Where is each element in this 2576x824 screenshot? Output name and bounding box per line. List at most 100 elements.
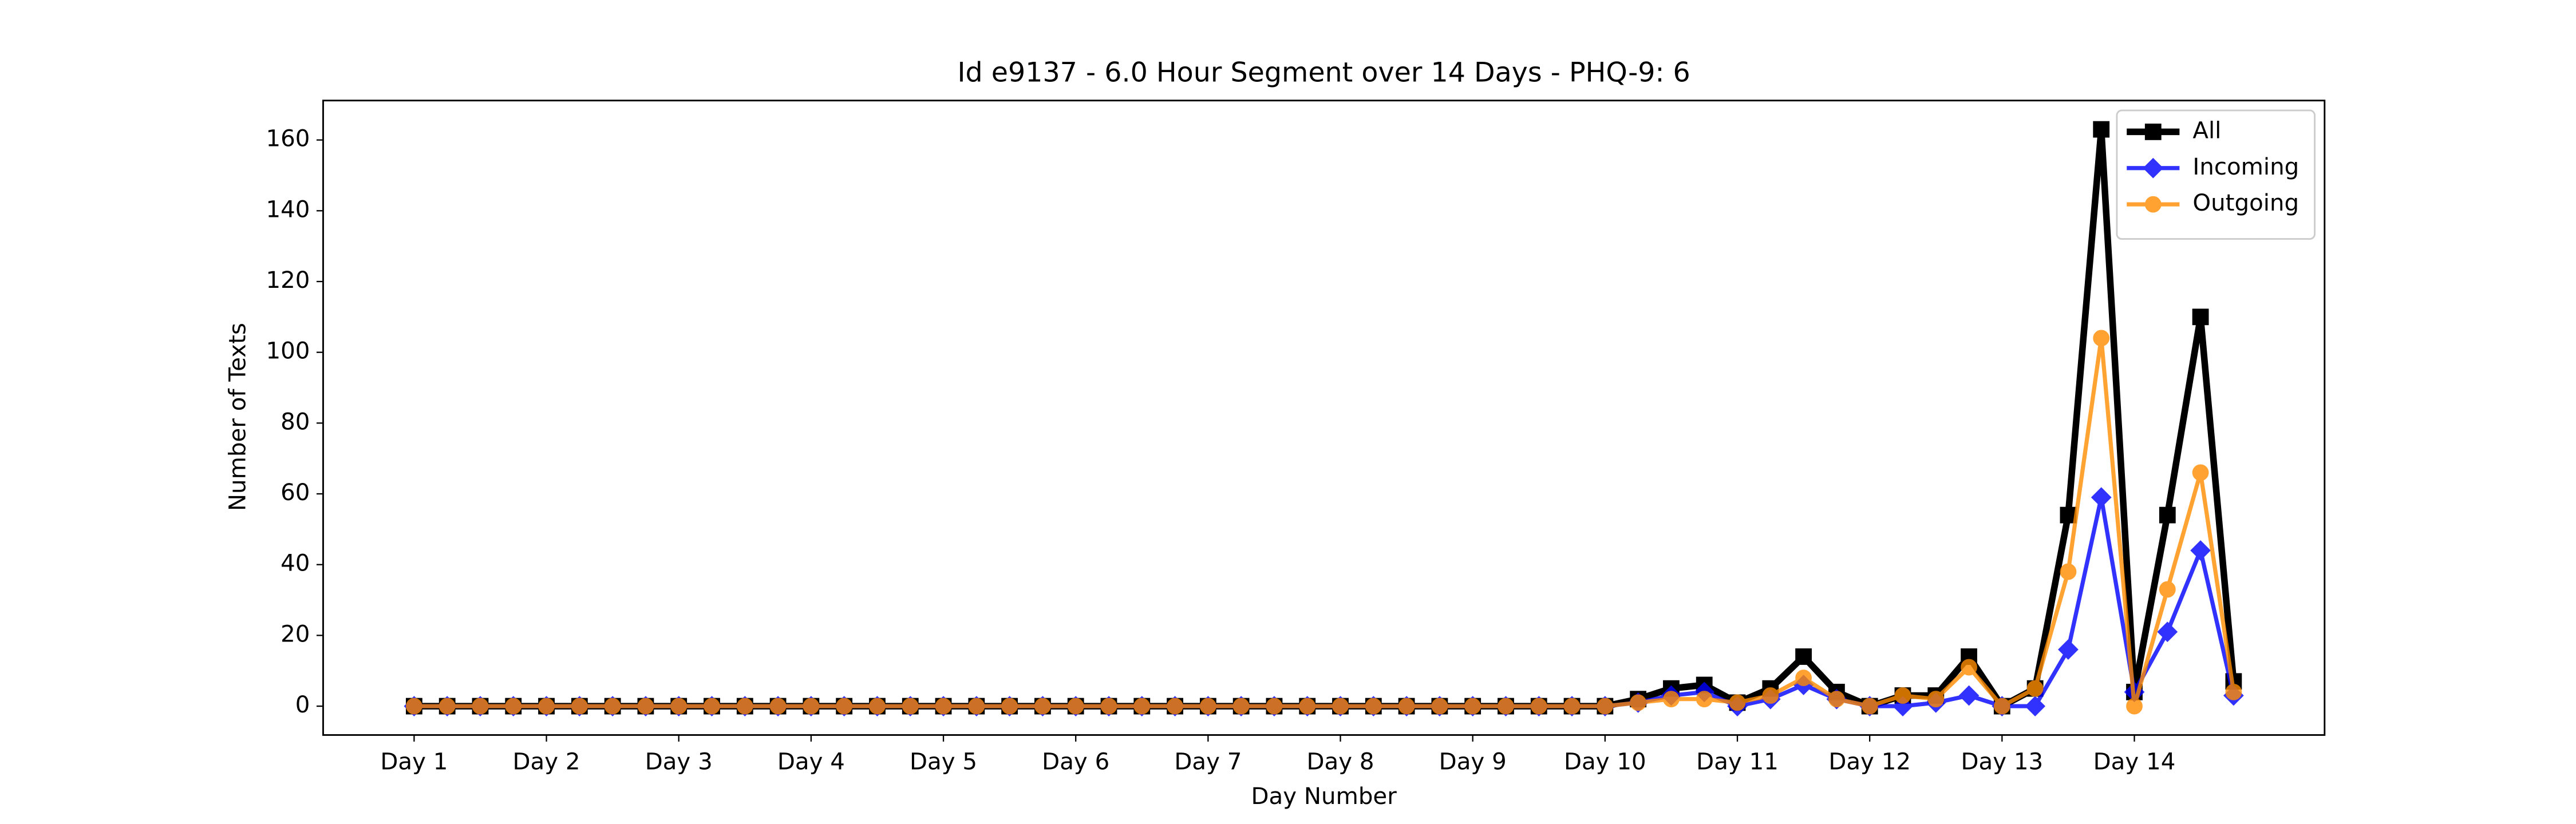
data-point: [1266, 698, 1283, 715]
data-point: [2192, 464, 2209, 481]
data-point: [1167, 698, 1183, 715]
data-point: [2159, 506, 2176, 524]
data-point: [1232, 698, 1250, 715]
data-point: [1861, 698, 1878, 715]
y-tick-label: 120: [266, 267, 310, 294]
data-point: [2190, 540, 2211, 561]
y-tick-label: 20: [280, 620, 310, 647]
data-point: [1001, 698, 1018, 715]
x-tick-label: Day 12: [1828, 748, 1911, 775]
data-point: [1795, 670, 1812, 687]
data-point: [1067, 698, 1084, 715]
chart-title: Id e9137 - 6.0 Hour Segment over 14 Days…: [957, 57, 1690, 89]
x-tick-label: Day 13: [1961, 748, 2043, 775]
data-point: [2093, 121, 2110, 138]
data-point: [1828, 691, 1845, 708]
x-tick-label: Day 11: [1696, 748, 1779, 775]
data-point: [604, 698, 621, 715]
data-point: [1100, 698, 1117, 715]
data-point: [2159, 581, 2176, 598]
y-tick-label: 80: [280, 408, 310, 435]
x-axis-label: Day Number: [1251, 783, 1397, 810]
legend-entry: [2127, 196, 2180, 213]
data-point: [406, 698, 422, 715]
data-point: [1894, 687, 1911, 704]
data-point: [869, 698, 886, 715]
data-point: [2126, 698, 2143, 715]
data-point: [1696, 691, 1713, 708]
data-point: [2025, 696, 2046, 716]
data-point: [1795, 648, 1812, 665]
plot-frame: [322, 100, 2326, 736]
legend-label: Outgoing: [2192, 189, 2299, 216]
data-point: [670, 698, 688, 715]
data-point: [1630, 694, 1647, 711]
y-tick-label: 160: [266, 125, 310, 152]
data-point: [736, 698, 753, 715]
data-point: [1398, 698, 1415, 715]
data-point: [2093, 330, 2110, 347]
data-point: [1993, 698, 2010, 715]
x-tick-label: Day 4: [777, 748, 845, 775]
data-point: [2058, 639, 2079, 660]
data-point: [902, 698, 919, 715]
data-point: [1464, 698, 1481, 715]
series-line: [414, 336, 2236, 708]
data-point: [438, 698, 456, 715]
legend-marker: [2144, 196, 2162, 213]
legend-label: Incoming: [2192, 153, 2299, 180]
data-point: [1199, 698, 1216, 715]
data-point: [1961, 659, 1977, 676]
x-tick-label: Day 14: [2093, 748, 2176, 775]
data-point: [1498, 698, 1514, 715]
x-tick-label: Day 8: [1306, 748, 1374, 775]
data-point: [1365, 698, 1382, 715]
data-point: [472, 698, 489, 715]
y-tick-label: 40: [280, 550, 310, 577]
x-tick-label: Day 1: [380, 748, 448, 775]
data-point: [1663, 691, 1680, 708]
y-tick-label: 100: [266, 338, 310, 365]
x-tick-label: Day 6: [1042, 748, 1109, 775]
data-point: [1431, 698, 1448, 715]
data-point: [704, 698, 720, 715]
y-tick-label: 140: [266, 196, 310, 223]
data-point: [1299, 698, 1316, 715]
data-point: [538, 698, 555, 715]
data-point: [1563, 698, 1581, 715]
data-point: [1762, 687, 1779, 704]
x-tick-label: Day 9: [1439, 748, 1507, 775]
data-point: [637, 698, 654, 715]
data-point: [2157, 621, 2178, 643]
data-point: [769, 698, 787, 715]
data-point: [2026, 680, 2044, 697]
data-point: [1530, 698, 1547, 715]
series: [406, 330, 2242, 715]
data-point: [2225, 683, 2242, 700]
data-point: [2060, 563, 2077, 580]
data-point: [2091, 487, 2112, 508]
series: [406, 121, 2242, 715]
data-point: [836, 698, 853, 715]
data-point: [968, 698, 985, 715]
data-point: [935, 698, 952, 715]
data-point: [1729, 694, 1746, 711]
x-tick-label: Day 5: [910, 748, 977, 775]
legend-box: [2116, 109, 2316, 240]
data-point: [1597, 698, 1614, 715]
series: [404, 487, 2244, 716]
data-point: [505, 698, 522, 715]
data-point: [2192, 308, 2209, 326]
x-tick-label: Day 10: [1564, 748, 1646, 775]
data-point: [803, 698, 820, 715]
y-tick-label: 60: [280, 479, 310, 506]
legend-marker: [2144, 123, 2162, 140]
data-point: [571, 698, 588, 715]
legend-label: All: [2192, 117, 2221, 144]
y-tick-label: 0: [295, 691, 310, 718]
x-tick-label: Day 3: [645, 748, 713, 775]
legend-entry: [2127, 157, 2180, 179]
x-tick-label: Day 7: [1174, 748, 1242, 775]
legend: All Incoming Outgoing: [2116, 109, 2316, 240]
